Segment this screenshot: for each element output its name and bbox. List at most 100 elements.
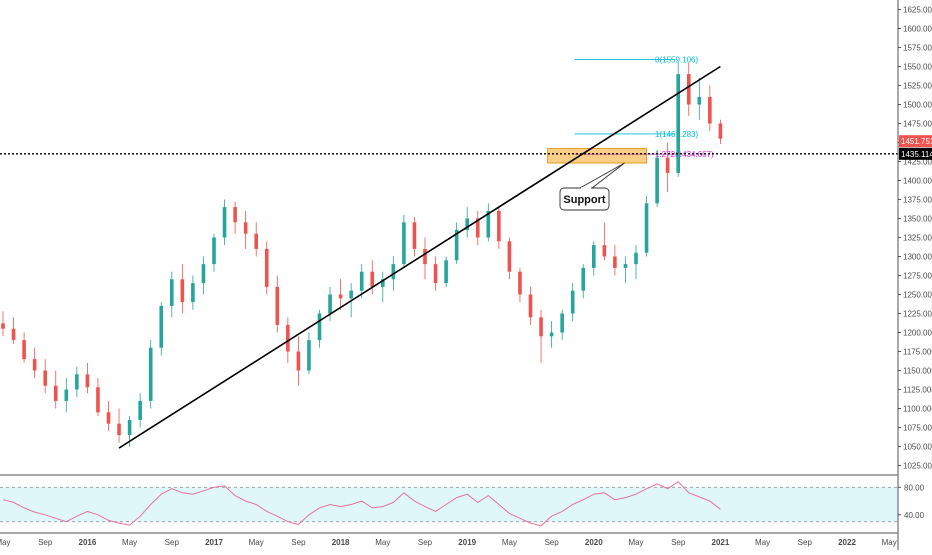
- candle: [170, 271, 174, 318]
- candle-body: [75, 374, 79, 390]
- candle-body: [201, 264, 206, 284]
- candle-body: [497, 210, 501, 242]
- time-tick-label: Sep: [291, 538, 306, 547]
- candle-body: [433, 264, 438, 284]
- candle-body: [412, 222, 417, 249]
- candle-body: [106, 412, 111, 424]
- price-label-text: 1451.751: [901, 137, 932, 146]
- time-tick-label: May: [0, 538, 11, 547]
- support-zone-layer: [547, 148, 647, 164]
- support-zone-rect[interactable]: [547, 148, 647, 164]
- candle-body: [454, 229, 459, 261]
- candle: [43, 359, 47, 394]
- candle: [497, 207, 501, 249]
- candle: [581, 264, 586, 299]
- candle: [96, 378, 100, 417]
- candle-body: [391, 264, 396, 280]
- price-tick-label: 1225.000: [903, 310, 932, 319]
- fib-level-label: 1.272(1434.667): [655, 150, 714, 159]
- candle-body: [602, 245, 607, 257]
- trendline[interactable]: [118, 65, 721, 449]
- candle: [381, 271, 385, 303]
- candle-body: [402, 222, 406, 265]
- candle: [1, 311, 5, 337]
- candle: [64, 378, 69, 413]
- candle: [412, 216, 417, 257]
- price-tick-label: 1125.000: [903, 386, 932, 395]
- candle: [233, 201, 237, 234]
- candle: [486, 203, 491, 242]
- time-tick-label: 2017: [205, 538, 223, 547]
- candle-body: [159, 305, 164, 348]
- candle: [665, 142, 670, 192]
- candle: [243, 210, 248, 249]
- price-tick-label: 1025.000: [903, 462, 932, 471]
- candle: [507, 237, 512, 280]
- support-callout-text: Support: [563, 194, 605, 206]
- price-tick-label: 1200.000: [903, 329, 932, 338]
- candle-body: [349, 290, 353, 299]
- candle: [11, 317, 16, 344]
- candle-body: [96, 387, 100, 413]
- candle: [75, 366, 79, 398]
- candle-body: [222, 207, 227, 238]
- candle: [676, 62, 680, 177]
- candle-body: [549, 332, 554, 337]
- candle-body: [697, 96, 702, 105]
- price-tick-label: 1175.000: [903, 348, 932, 357]
- time-tick-label: Sep: [671, 538, 686, 547]
- candle: [222, 199, 227, 246]
- candle: [32, 347, 37, 379]
- candle: [264, 241, 269, 295]
- candle-body: [718, 123, 723, 139]
- candle: [570, 283, 575, 322]
- candle: [433, 256, 438, 291]
- price-label-text: 1435.114: [901, 150, 932, 159]
- time-tick-label: 2020: [585, 538, 603, 547]
- support-callout[interactable]: Support: [559, 162, 625, 211]
- time-tick-label: 2019: [458, 538, 476, 547]
- candle-body: [11, 328, 16, 341]
- rsi-tick-label: 40.00: [904, 511, 925, 520]
- candle: [180, 264, 185, 314]
- candle-body: [264, 248, 269, 287]
- candle-body: [1, 323, 5, 329]
- candle: [359, 264, 364, 299]
- candle-body: [138, 400, 142, 420]
- candle-body: [180, 279, 185, 303]
- candle: [22, 332, 26, 363]
- candle: [549, 321, 554, 348]
- candle-body: [708, 96, 712, 124]
- rsi-panel: 80.00 40.00: [0, 481, 925, 527]
- price-tick-label: 1350.000: [903, 215, 932, 224]
- candle: [423, 237, 427, 280]
- candle-body: [539, 317, 543, 337]
- time-tick-label: May: [755, 538, 770, 547]
- time-tick-label: 2021: [712, 538, 730, 547]
- candle-body: [233, 207, 237, 223]
- candle: [539, 309, 543, 363]
- candle: [655, 150, 659, 208]
- candle-body: [623, 264, 628, 268]
- candle-body: [53, 385, 58, 401]
- candle-body: [296, 351, 301, 371]
- candle: [686, 62, 691, 116]
- candle-body: [191, 283, 195, 303]
- candle: [212, 233, 216, 272]
- candle-body: [117, 423, 121, 436]
- time-tick-label: May: [882, 538, 897, 547]
- time-axis: May Sep 2016 May Sep 2017 May Sep 2018 May Sep 2019…: [0, 538, 897, 547]
- candle-body: [592, 245, 596, 268]
- candle-body: [560, 313, 564, 333]
- candle-body: [581, 267, 586, 291]
- time-tick-label: May: [628, 538, 643, 547]
- candle: [338, 279, 343, 310]
- candle: [592, 241, 596, 276]
- price-tick-label: 1375.000: [903, 196, 932, 205]
- last-price-label: 1451.751: [899, 135, 932, 148]
- trendline-layer: [118, 65, 721, 449]
- price-tick-label: 1400.000: [903, 177, 932, 186]
- candle: [528, 286, 533, 325]
